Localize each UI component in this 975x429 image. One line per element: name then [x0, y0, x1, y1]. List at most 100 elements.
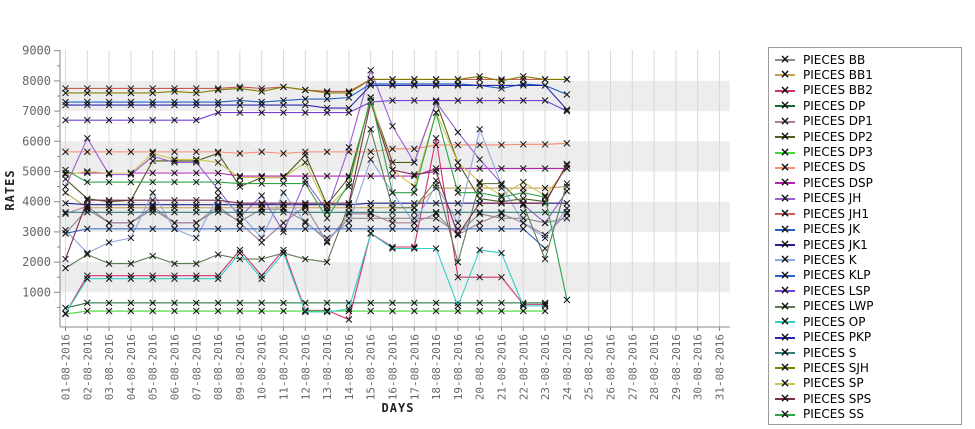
data-marker	[171, 275, 178, 283]
data-marker	[476, 225, 484, 233]
marker-stroke	[432, 141, 440, 149]
legend-item-pieces-lsp[interactable]: × PIECES LSP	[775, 283, 961, 298]
legend-color-line	[775, 182, 795, 185]
data-marker	[236, 180, 244, 187]
data-marker	[149, 299, 157, 307]
marker-stroke	[192, 234, 200, 242]
marker-stroke	[127, 208, 135, 216]
marker-stroke	[127, 178, 135, 186]
legend-item-pieces-bb1[interactable]: × PIECES BB1	[775, 67, 961, 82]
data-marker	[541, 140, 549, 148]
legend-item-pieces-ss[interactable]: × PIECES SS	[775, 407, 961, 422]
data-marker	[301, 86, 309, 94]
marker-stroke	[171, 98, 178, 106]
x-tick-label: 11-08-2016	[278, 334, 291, 400]
data-marker	[476, 156, 484, 163]
marker-stroke	[258, 192, 266, 200]
x-tick-label: 27-08-2016	[626, 334, 639, 400]
marker-stroke	[389, 307, 396, 315]
legend-item-pieces-dsp[interactable]: × PIECES DSP	[775, 175, 961, 190]
marker-stroke	[498, 225, 505, 233]
data-marker	[236, 249, 244, 257]
x-marker-icon: ×	[779, 360, 791, 375]
data-marker	[127, 275, 135, 283]
marker-stroke	[323, 89, 331, 97]
marker-stroke	[62, 264, 69, 272]
data-marker	[410, 219, 418, 227]
data-marker	[192, 272, 200, 280]
marker-stroke	[345, 219, 353, 227]
data-marker	[563, 180, 571, 187]
x-tick-label: 17-08-2016	[408, 334, 421, 400]
marker-stroke	[519, 219, 527, 227]
legend-color-line	[775, 398, 795, 401]
legend-swatch-icon: ×	[775, 145, 795, 159]
data-marker	[105, 260, 113, 267]
marker-stroke	[345, 199, 353, 207]
legend-swatch-icon: ×	[775, 252, 795, 266]
legend-label: PIECES JH1	[803, 206, 869, 221]
legend-item-pieces-pkp[interactable]: × PIECES PKP	[775, 330, 961, 345]
data-marker	[236, 101, 244, 109]
marker-stroke	[171, 148, 178, 156]
legend-item-pieces-klp[interactable]: × PIECES KLP	[775, 268, 961, 283]
data-marker	[519, 302, 527, 310]
legend-item-pieces-bb2[interactable]: × PIECES BB2	[775, 83, 961, 98]
marker-stroke	[432, 82, 440, 89]
data-marker	[83, 101, 91, 109]
legend-item-pieces-sps[interactable]: × PIECES SPS	[775, 391, 961, 406]
data-marker	[454, 302, 462, 310]
marker-stroke	[410, 145, 418, 153]
legend-item-pieces-dp2[interactable]: × PIECES DP2	[775, 129, 961, 144]
legend-item-pieces-ds[interactable]: × PIECES DS	[775, 160, 961, 175]
legend-item-pieces-jh1[interactable]: × PIECES JH1	[775, 206, 961, 221]
data-marker	[301, 219, 309, 227]
marker-stroke	[454, 165, 462, 172]
data-marker	[214, 307, 222, 315]
data-marker	[105, 299, 113, 307]
marker-stroke	[105, 148, 113, 156]
data-marker	[301, 255, 309, 263]
data-marker	[192, 225, 200, 233]
marker-stroke	[171, 196, 178, 204]
legend-item-pieces-dp3[interactable]: × PIECES DP3	[775, 145, 961, 160]
marker-stroke	[258, 275, 266, 283]
legend-item-pieces-dp[interactable]: × PIECES DP	[775, 98, 961, 113]
marker-stroke	[127, 89, 135, 97]
marker-stroke	[389, 225, 396, 233]
legend-item-pieces-jk1[interactable]: × PIECES JK1	[775, 237, 961, 252]
legend-item-pieces-jh[interactable]: × PIECES JH	[775, 191, 961, 206]
marker-stroke	[236, 174, 244, 181]
legend-item-pieces-op[interactable]: × PIECES OP	[775, 314, 961, 329]
legend-item-pieces-jk[interactable]: × PIECES JK	[775, 222, 961, 237]
data-marker	[301, 199, 309, 207]
series-pieces-s	[62, 208, 571, 216]
data-marker	[476, 125, 484, 133]
marker-stroke	[62, 116, 69, 124]
marker-stroke	[105, 101, 113, 109]
data-marker	[280, 83, 287, 91]
marker-stroke	[519, 82, 527, 89]
legend-item-pieces-k[interactable]: × PIECES K	[775, 252, 961, 267]
legend-item-pieces-s[interactable]: × PIECES S	[775, 345, 961, 360]
marker-stroke	[323, 199, 331, 207]
legend-item-pieces-dp1[interactable]: × PIECES DP1	[775, 114, 961, 129]
data-marker	[563, 140, 571, 147]
marker-stroke	[149, 101, 157, 109]
legend-item-pieces-bb[interactable]: × PIECES BB	[775, 52, 961, 67]
data-marker	[149, 178, 157, 186]
data-marker	[258, 85, 266, 92]
legend-swatch-icon: ×	[775, 222, 795, 236]
legend-item-pieces-lwp[interactable]: × PIECES LWP	[775, 299, 961, 314]
marker-stroke	[62, 304, 69, 312]
marker-stroke	[541, 193, 549, 201]
marker-stroke	[280, 246, 287, 254]
data-marker	[127, 101, 135, 109]
data-marker	[563, 296, 571, 304]
legend-item-pieces-sp[interactable]: × PIECES SP	[775, 376, 961, 391]
legend-color-line	[775, 120, 795, 123]
legend-item-pieces-sjh[interactable]: × PIECES SJH	[775, 360, 961, 375]
marker-stroke	[127, 171, 135, 178]
marker-stroke	[432, 134, 440, 142]
data-marker	[367, 82, 375, 89]
